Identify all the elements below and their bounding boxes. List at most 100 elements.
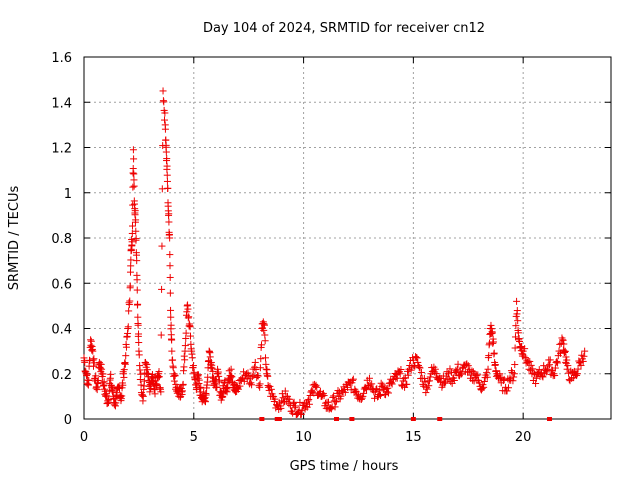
data-point xyxy=(107,370,115,378)
data-point xyxy=(127,262,135,270)
data-point xyxy=(163,177,171,185)
data-point xyxy=(352,387,360,395)
data-point xyxy=(124,323,132,331)
data-point xyxy=(573,372,581,380)
data-point xyxy=(236,382,244,390)
data-point xyxy=(133,276,141,284)
data-point xyxy=(560,340,568,348)
data-point xyxy=(313,383,321,391)
data-point xyxy=(513,297,521,305)
data-point xyxy=(227,365,235,373)
data-point xyxy=(511,361,519,369)
data-point xyxy=(425,377,433,385)
data-point xyxy=(195,376,203,384)
data-point xyxy=(563,356,571,364)
data-point xyxy=(305,395,313,403)
data-point xyxy=(382,385,390,393)
data-point xyxy=(384,389,392,397)
data-point xyxy=(423,385,431,393)
data-point xyxy=(544,362,552,370)
data-point xyxy=(358,394,366,402)
data-point xyxy=(94,376,102,384)
data-point xyxy=(384,384,392,392)
x-tick-label: 10 xyxy=(295,430,312,445)
y-tick-label: 1.6 xyxy=(51,51,72,66)
data-point xyxy=(279,394,287,402)
data-point xyxy=(81,358,89,366)
data-point xyxy=(432,370,440,378)
data-point xyxy=(487,321,495,329)
data-point xyxy=(169,356,177,364)
data-point xyxy=(407,366,415,374)
y-tick-label: 1.2 xyxy=(51,142,72,157)
data-point xyxy=(277,404,285,412)
data-point xyxy=(197,383,205,391)
data-point xyxy=(304,397,312,405)
data-point xyxy=(256,364,264,372)
data-point xyxy=(127,256,135,264)
data-point xyxy=(165,210,173,218)
data-point xyxy=(404,371,412,379)
data-point xyxy=(415,363,423,371)
data-point xyxy=(338,387,346,395)
data-point xyxy=(179,380,187,388)
data-point xyxy=(160,98,168,106)
data-point xyxy=(165,218,173,226)
x-axis-label: GPS time / hours xyxy=(290,459,399,474)
data-point xyxy=(137,370,145,378)
data-point xyxy=(184,305,192,313)
data-point xyxy=(126,297,134,305)
data-point xyxy=(83,372,91,380)
data-point xyxy=(186,332,194,340)
data-point xyxy=(319,391,327,399)
data-point xyxy=(262,354,270,362)
zero-point xyxy=(259,417,265,421)
data-point xyxy=(431,365,439,373)
zero-point xyxy=(437,417,443,421)
data-point xyxy=(112,399,120,407)
data-point xyxy=(257,355,265,363)
data-point xyxy=(483,373,491,381)
data-point xyxy=(532,374,540,382)
data-point xyxy=(132,216,140,224)
data-point xyxy=(368,380,376,388)
data-point xyxy=(574,365,582,373)
data-point xyxy=(505,384,513,392)
data-point xyxy=(453,365,461,373)
data-point xyxy=(206,353,214,361)
data-point xyxy=(166,273,174,281)
data-point xyxy=(559,336,567,344)
data-point xyxy=(202,398,210,406)
y-axis-label: SRMTID / TECUs xyxy=(7,186,22,291)
y-tick-label: 0 xyxy=(64,413,72,428)
data-point xyxy=(383,388,391,396)
data-point xyxy=(89,347,97,355)
data-point xyxy=(143,369,151,377)
data-point xyxy=(99,370,107,378)
data-point xyxy=(357,395,365,403)
data-point xyxy=(103,392,111,400)
data-point xyxy=(551,372,559,380)
data-point xyxy=(564,362,572,370)
data-point xyxy=(167,306,175,314)
data-point xyxy=(121,360,129,368)
data-point xyxy=(153,381,161,389)
data-point xyxy=(93,386,101,394)
data-point xyxy=(327,404,335,412)
data-point xyxy=(454,360,462,368)
data-point xyxy=(551,364,559,372)
data-point xyxy=(85,376,93,384)
data-point xyxy=(92,372,100,380)
data-point xyxy=(426,373,434,381)
data-point xyxy=(297,410,305,418)
data-point xyxy=(388,380,396,388)
data-point xyxy=(491,361,499,369)
data-point xyxy=(527,361,535,369)
data-point xyxy=(161,125,169,133)
data-point xyxy=(252,366,260,374)
data-point xyxy=(170,377,178,385)
data-point xyxy=(292,402,300,410)
data-point xyxy=(520,352,528,360)
data-point xyxy=(167,321,175,329)
data-point xyxy=(286,395,294,403)
